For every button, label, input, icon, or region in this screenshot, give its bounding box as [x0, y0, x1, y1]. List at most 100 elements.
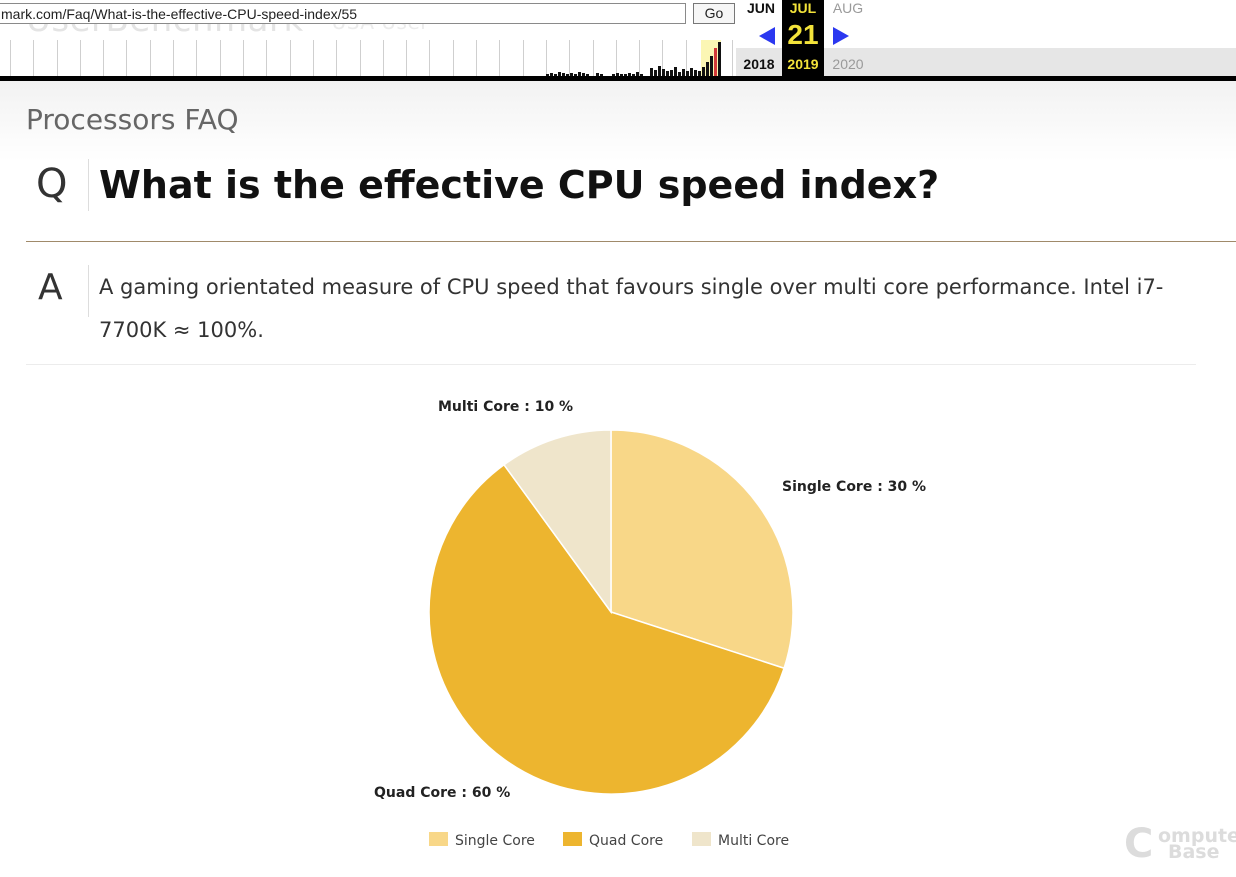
sparkline-gridline: [616, 40, 617, 76]
capture-day: 21: [787, 19, 819, 50]
legend-swatch-quad-core[interactable]: [563, 832, 582, 846]
sparkline-bar: [658, 66, 661, 76]
sparkline-gridline: [103, 40, 104, 76]
year-next[interactable]: 2020: [832, 56, 864, 72]
answer-divider: [88, 265, 89, 317]
next-capture-arrow-icon[interactable]: [832, 26, 850, 46]
sparkline-gridline: [336, 40, 337, 76]
sparkline-bar: [666, 71, 669, 76]
sparkline-gridline: [383, 40, 384, 76]
sparkline-bar: [582, 73, 585, 76]
watermark-line2: Base: [1168, 841, 1220, 863]
answer-marker: A: [38, 267, 63, 308]
pie-label-single-core: Single Core : 30 %: [782, 479, 926, 495]
sparkline-bar: [620, 74, 623, 76]
watermark-line1: omputer: [1158, 825, 1236, 847]
sparkline-bar: [554, 74, 557, 76]
sparkline-bar: [702, 67, 705, 76]
legend-swatch-single-core[interactable]: [429, 832, 448, 846]
sparkline-gridline: [290, 40, 291, 76]
sparkline-gridline: [662, 40, 663, 76]
sparkline-gridline: [80, 40, 81, 76]
sparkline-bar: [640, 74, 643, 76]
header-shade: [0, 81, 1236, 161]
sparkline-bar: [678, 72, 681, 76]
sparkline-gridline: [406, 40, 407, 76]
sparkline-bar: [694, 70, 697, 76]
pie-slice-single-core[interactable]: [610, 429, 794, 670]
faq-page: Processors FAQ Q What is the effective C…: [0, 81, 1236, 877]
legend-label-multi-core[interactable]: Multi Core: [718, 833, 789, 849]
previous-capture-arrow-icon[interactable]: [758, 26, 776, 46]
month-next[interactable]: AUG: [832, 0, 864, 16]
go-button[interactable]: Go: [693, 3, 735, 24]
sparkline-gridline: [126, 40, 127, 76]
answer-text: A gaming orientated measure of CPU speed…: [99, 275, 1164, 342]
sparkline-gridline: [360, 40, 361, 76]
sparkline-gridline: [476, 40, 477, 76]
sparkline-gridline: [313, 40, 314, 76]
capture-sparkline[interactable]: [0, 40, 736, 76]
watermark-letter: C: [1124, 821, 1154, 867]
sparkline-bar: [574, 74, 577, 76]
sparkline-bar: [698, 71, 701, 76]
sparkline-bar: [578, 72, 581, 76]
sparkline-bar: [586, 74, 589, 76]
sparkline-bar: [566, 74, 569, 76]
sparkline-bar: [650, 68, 653, 76]
sparkline-bar: [616, 73, 619, 76]
sparkline-gridline: [429, 40, 430, 76]
answer-rule: [26, 364, 1196, 365]
sparkline-bar: [600, 74, 603, 76]
sparkline-bar: [546, 74, 549, 76]
sparkline-gridline: [499, 40, 500, 76]
sparkline-gridline: [10, 40, 11, 76]
pie-chart: Single Core : 30 % Quad Core : 60 % Multi …: [374, 399, 926, 849]
sparkline-bar: [706, 62, 709, 76]
sparkline-bar: [558, 72, 561, 76]
sparkline-bar: [612, 74, 615, 76]
pie-slice-multi-core[interactable]: [502, 429, 612, 615]
sparkline-gridline: [453, 40, 454, 76]
month-current: JUL: [782, 0, 824, 76]
sparkline-bar: [596, 73, 599, 76]
legend-swatch-multi-core[interactable]: [692, 832, 711, 846]
sparkline-bar: [686, 71, 689, 76]
sparkline-bar: [654, 70, 657, 76]
sparkline-bar: [570, 73, 573, 76]
toolbar-divider: [0, 76, 1236, 81]
section-title: Processors FAQ: [26, 103, 239, 136]
sparkline-gridline: [173, 40, 174, 76]
sparkline-bar: [710, 56, 713, 76]
pie-slice-quad-core[interactable]: [428, 463, 786, 795]
sparkline-bar: [690, 68, 693, 76]
sparkline-bar: [550, 73, 553, 76]
wayback-toolbar: UserBenchmarkUSA User Go JUN JUL AUG 21 …: [0, 0, 1236, 76]
sparkline-bar: [670, 70, 673, 76]
sparkline-gridline: [220, 40, 221, 76]
sparkline-gridline: [639, 40, 640, 76]
sparkline-bar: [662, 69, 665, 76]
question-marker: Q: [36, 161, 68, 207]
sparkline-gridline: [569, 40, 570, 76]
sparkline-gridline: [523, 40, 524, 76]
sparkline-gridline: [686, 40, 687, 76]
year-prev[interactable]: 2018: [743, 56, 775, 72]
question-divider: [88, 159, 89, 211]
sparkline-bar: [636, 72, 639, 76]
pie-label-quad-core: Quad Core : 60 %: [374, 785, 510, 801]
sparkline-gridline: [57, 40, 58, 76]
sparkline-gridline: [243, 40, 244, 76]
url-input[interactable]: [0, 3, 686, 24]
sparkline-bar: [624, 74, 627, 76]
month-prev[interactable]: JUN: [746, 0, 775, 16]
sparkline-gridline: [196, 40, 197, 76]
year-current: 2019: [787, 56, 819, 72]
sparkline-gridline: [546, 40, 547, 76]
legend-label-quad-core[interactable]: Quad Core: [589, 833, 663, 849]
sparkline-bar: [718, 42, 721, 76]
question-rule: [26, 241, 1236, 242]
legend-label-single-core[interactable]: Single Core: [455, 833, 535, 849]
question-heading: What is the effective CPU speed index?: [99, 163, 940, 207]
pie-label-multi-core: Multi Core : 10 %: [438, 399, 573, 415]
